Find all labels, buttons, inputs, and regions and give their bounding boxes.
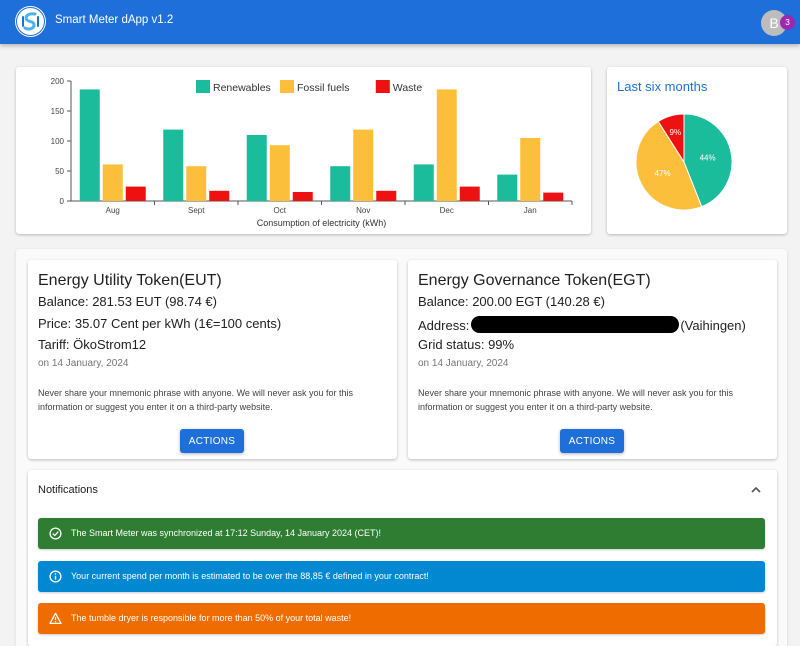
bar-renewables-aug[interactable] <box>79 89 100 201</box>
bar-waste-jan[interactable] <box>543 192 564 201</box>
six-months-pie-chart: 44% 47% 9% <box>635 113 733 211</box>
pie-value-label: 9% <box>670 128 682 137</box>
eut-balance: Balance: 281.53 EUT (98.74 €) <box>38 294 217 309</box>
y-tick-label: 200 <box>51 77 65 86</box>
bar-waste-aug[interactable] <box>125 186 146 201</box>
x-tick-label: Jan <box>524 206 537 215</box>
pie-slice-waste[interactable] <box>657 113 685 164</box>
alert-success: The Smart Meter was synchronized at 17:1… <box>38 518 765 549</box>
x-tick-label: Oct <box>274 206 287 215</box>
egt-title: Energy Governance Token(EGT) <box>418 272 651 289</box>
consumption-chart-card: 0 50 100 150 200 Aug Sept Oct Nov Dec Jan Consumpti… <box>16 67 591 234</box>
bar-renewables-sept[interactable] <box>163 129 184 201</box>
chevron-up-icon[interactable] <box>750 485 762 495</box>
legend-swatch[interactable] <box>280 80 294 93</box>
bar-renewables-jan[interactable] <box>497 174 518 201</box>
notifications-title[interactable]: Notifications <box>38 484 98 496</box>
notifications-panel: Notifications The Smart Meter was synchr… <box>28 470 777 646</box>
bar-fossil-fuels-aug[interactable] <box>102 164 123 201</box>
legend-swatch[interactable] <box>196 80 210 93</box>
app-title: Smart Meter dApp v1.2 <box>55 14 174 26</box>
legend-label[interactable]: Renewables <box>213 82 271 94</box>
eut-title: Energy Utility Token(EUT) <box>38 272 222 289</box>
legend-label[interactable]: Waste <box>393 82 423 94</box>
bar-fossil-fuels-nov[interactable] <box>353 129 374 201</box>
pie-value-label: 44% <box>700 154 716 163</box>
x-tick-label: Nov <box>356 206 370 215</box>
x-tick-label: Dec <box>440 206 454 215</box>
egt-actions-button[interactable]: ACTIONS <box>560 429 624 453</box>
bar-waste-nov[interactable] <box>376 190 397 201</box>
x-axis-label: Consumption of electricity (kWh) <box>257 218 387 228</box>
pie-chart-title: Last six months <box>617 79 708 94</box>
legend-label[interactable]: Fossil fuels <box>297 82 350 94</box>
eut-actions-button[interactable]: ACTIONS <box>180 429 244 453</box>
info-icon <box>49 570 62 583</box>
y-tick-label: 150 <box>51 107 65 116</box>
x-tick-label: Aug <box>106 206 120 215</box>
pie-slice-fossil-fuels[interactable] <box>635 120 703 211</box>
bar-fossil-fuels-sept[interactable] <box>186 166 207 201</box>
notification-badge: 3 <box>780 15 795 30</box>
pie-value-label: 47% <box>655 169 671 178</box>
eut-price: Price: 35.07 Cent per kWh (1€=100 cents) <box>38 316 282 331</box>
bar-fossil-fuels-dec[interactable] <box>436 89 457 201</box>
redacted-address <box>471 316 680 333</box>
eut-tariff: Tariff: ÖkoStrom12 <box>38 337 147 352</box>
eut-date: on 14 January, 2024 <box>38 358 129 369</box>
bar-waste-oct[interactable] <box>292 192 313 201</box>
egt-date: on 14 January, 2024 <box>418 358 509 369</box>
bar-renewables-oct[interactable] <box>246 135 267 201</box>
egt-address-label: Address: <box>418 318 470 333</box>
alert-success-text: The Smart Meter was synchronized at 17:1… <box>71 528 381 538</box>
six-months-card: Last six months 44% 47% 9% <box>607 67 787 234</box>
y-tick-label: 0 <box>60 197 65 206</box>
egt-balance: Balance: 200.00 EGT (140.28 €) <box>418 294 605 309</box>
app-bar: Smart Meter dApp v1.2 B 3 <box>0 0 800 44</box>
alert-warning-text: The tumble dryer is responsible for more… <box>71 613 352 623</box>
alert-info: Your current spend per month is estimate… <box>38 561 765 592</box>
bar-fossil-fuels-jan[interactable] <box>520 138 541 201</box>
bar-waste-dec[interactable] <box>459 186 480 201</box>
app-logo[interactable] <box>15 6 46 37</box>
bar-fossil-fuels-oct[interactable] <box>269 145 290 201</box>
alert-info-text: Your current spend per month is estimate… <box>71 571 429 581</box>
y-tick-label: 100 <box>51 137 65 146</box>
egt-address-suffix: (Vaihingen) <box>680 318 746 333</box>
consumption-bar-chart: 0 50 100 150 200 Aug Sept Oct Nov Dec Jan Consumpti… <box>51 77 573 228</box>
eut-card: Energy Utility Token(EUT) Balance: 281.5… <box>28 260 397 459</box>
pie-slice-renewables[interactable] <box>683 113 733 208</box>
alert-warning: The tumble dryer is responsible for more… <box>38 603 765 634</box>
egt-security-note: Never share your mnemonic phrase with an… <box>418 388 733 412</box>
legend-swatch[interactable] <box>375 80 390 93</box>
y-tick-label: 50 <box>55 167 64 176</box>
eut-security-note: Never share your mnemonic phrase with an… <box>38 388 353 412</box>
x-tick-label: Sept <box>188 206 205 215</box>
check-circle-icon <box>49 527 62 540</box>
bar-renewables-nov[interactable] <box>330 166 351 201</box>
bar-waste-sept[interactable] <box>209 190 230 201</box>
smart-meter-logo-icon <box>16 7 45 36</box>
egt-address-line: Address: (Vaihingen) <box>418 316 746 333</box>
bar-renewables-dec[interactable] <box>413 164 434 201</box>
warning-icon <box>49 612 62 625</box>
egt-card: Energy Governance Token(EGT) Balance: 20… <box>408 260 777 459</box>
egt-grid-status: Grid status: 99% <box>418 337 515 352</box>
